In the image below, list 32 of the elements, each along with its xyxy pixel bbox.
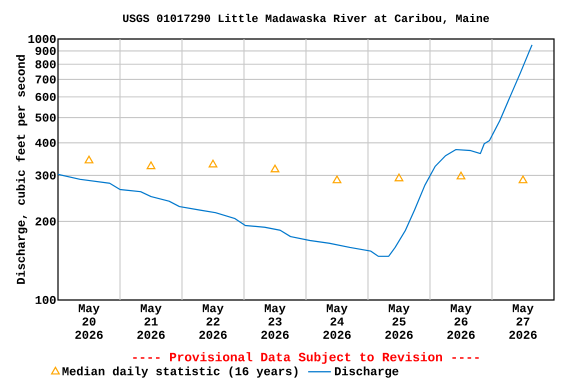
point: [456, 172, 466, 180]
text: ---- Provisional Data Subject to Revision ----: [133, 352, 479, 364]
y-tick-label: 800: [35, 60, 56, 68]
point: [332, 175, 342, 184]
legend-label: Median daily statistic (16 years): [62, 366, 298, 378]
chart-title: USGS 01017290 Little Madawaska River at Caribou, Maine: [123, 14, 490, 24]
point: [270, 164, 280, 172]
x-tick-label: May 25 2026: [385, 304, 413, 339]
line-series: [58, 44, 533, 257]
point: [394, 174, 404, 182]
y-axis-title: Discharge, cubic feet per second: [16, 55, 28, 284]
x-tick-label: May 26 2026: [447, 304, 475, 339]
x-tick-label: May 23 2026: [261, 304, 289, 339]
y-tick-label: 1000: [28, 34, 56, 44]
point: [146, 161, 156, 170]
x-tick-label: May 20 2026: [75, 304, 103, 339]
point: [84, 156, 94, 164]
y-tick-label: 900: [35, 46, 56, 56]
y-tick-label: 700: [36, 75, 56, 84]
y-tick-label: 400: [35, 138, 56, 147]
point: [208, 160, 218, 168]
legend-label: Discharge: [334, 366, 398, 378]
y-tick-label: 500: [35, 113, 56, 122]
x-tick-label: May 22 2026: [199, 304, 227, 339]
x-tick-label: May 27 2026: [509, 304, 537, 339]
x-tick-label: May 24 2026: [323, 304, 351, 339]
x-tick-label: May 21 2026: [137, 304, 165, 339]
y-tick-label: 100: [36, 296, 56, 304]
y-tick-label: 300: [35, 171, 56, 180]
y-tick-label: 600: [36, 92, 56, 101]
y-tick-label: 200: [36, 217, 56, 226]
point: [518, 175, 528, 184]
